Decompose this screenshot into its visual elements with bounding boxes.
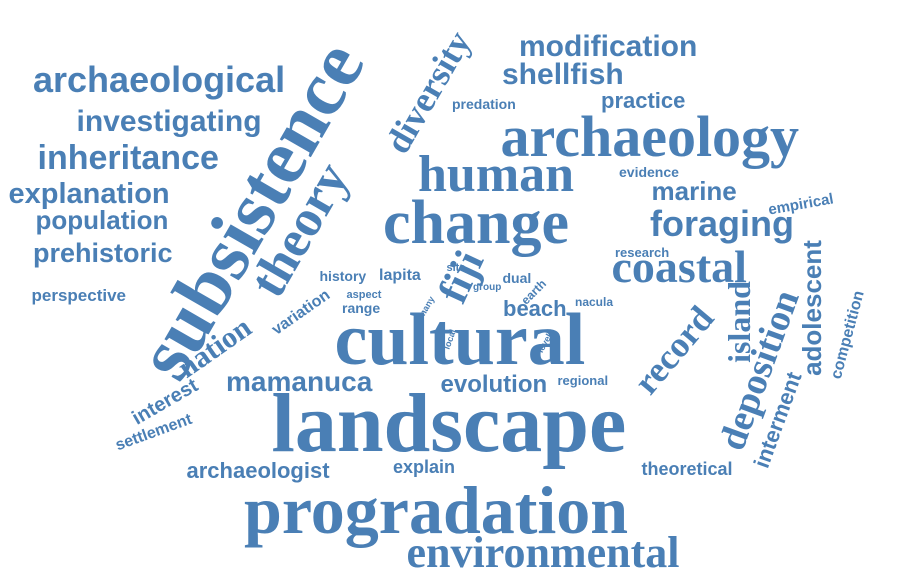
word-investigating: investigating <box>76 105 262 138</box>
word-aspect: aspect <box>346 288 382 301</box>
word-range: range <box>342 300 381 316</box>
word-archaeology: archaeology <box>500 104 800 169</box>
word-evidence: evidence <box>619 164 679 180</box>
word-record: record <box>625 298 722 402</box>
word-perspective: perspective <box>31 285 127 305</box>
word-population: population <box>35 205 169 235</box>
word-mamanuca: mamanuca <box>226 366 373 397</box>
word-site: site <box>446 261 466 274</box>
word-group: group <box>473 282 502 293</box>
word-competition: competition <box>827 288 868 381</box>
word-shellfish: shellfish <box>502 58 624 91</box>
word-beach: beach <box>503 296 567 321</box>
word-prehistoric: prehistoric <box>33 237 173 268</box>
word-research: research <box>615 244 670 260</box>
word-human: human <box>418 146 575 203</box>
word-change: change <box>383 189 569 257</box>
word-archaeologist: archaeologist <box>186 458 330 483</box>
word-dual: dual <box>502 270 532 286</box>
word-archaeological: archaeological <box>33 59 286 100</box>
word-inheritance: inheritance <box>37 139 219 177</box>
word-evolution: evolution <box>440 371 548 398</box>
word-landscape: landscape <box>271 377 627 470</box>
word-predation: predation <box>452 96 516 112</box>
word-environmental: environmental <box>406 528 680 573</box>
word-diversity: diversity <box>377 23 479 161</box>
word-foraging: foraging <box>650 203 794 244</box>
word-coastal: coastal <box>611 241 747 292</box>
word-cultural: cultural <box>334 299 586 381</box>
word-nacula: nacula <box>575 295 614 309</box>
word-theoretical: theoretical <box>641 459 733 479</box>
word-practice: practice <box>601 88 686 113</box>
word-modification: modification <box>519 30 698 63</box>
word-marine: marine <box>651 176 737 206</box>
word-lapita: lapita <box>379 267 421 284</box>
word-history: history <box>319 268 367 284</box>
word-explain: explain <box>393 457 456 477</box>
word-progradation: progradation <box>244 472 629 548</box>
word-regional: regional <box>557 372 609 388</box>
word-explanation: explanation <box>8 177 170 210</box>
